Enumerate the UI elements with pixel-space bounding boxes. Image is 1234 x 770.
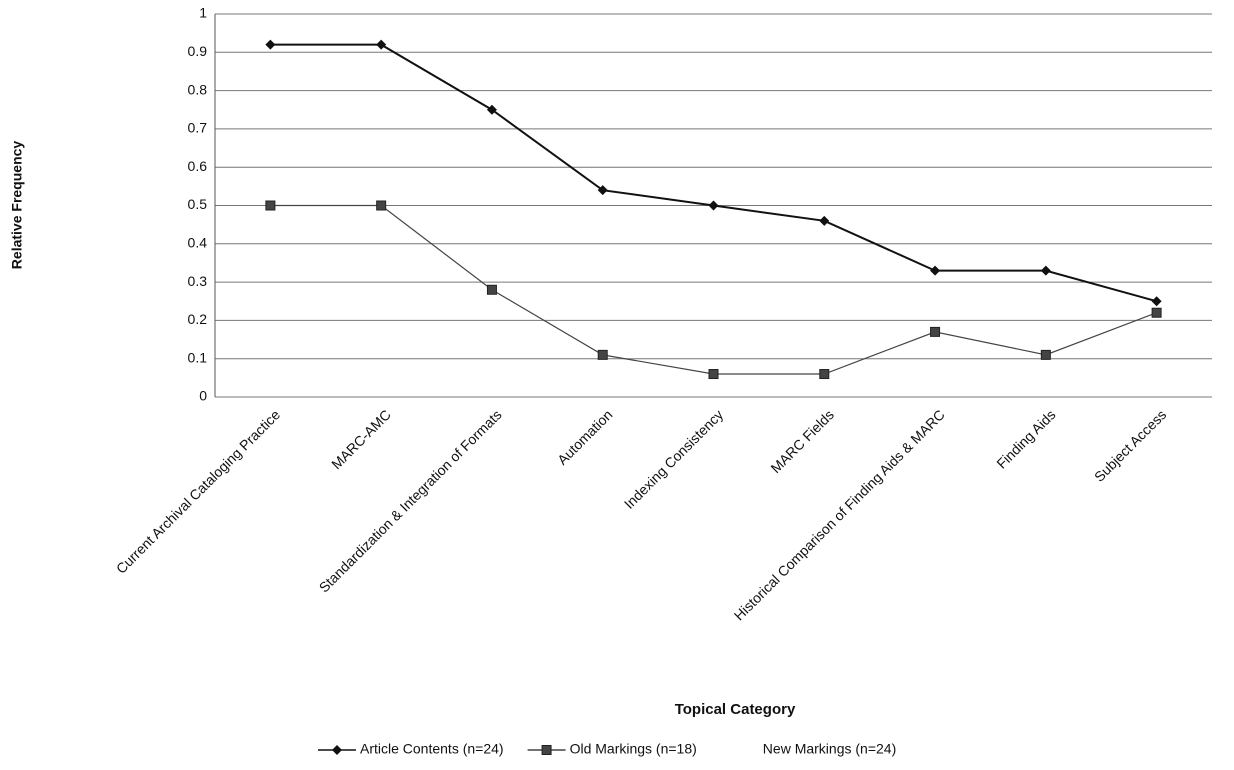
marker (332, 745, 342, 755)
x-axis-title: Topical Category (675, 701, 796, 718)
marker (819, 215, 830, 226)
legend-label: Old Markings (n=18) (570, 741, 697, 757)
marker (819, 369, 830, 380)
marker (1040, 349, 1051, 360)
legend-label: Article Contents (n=24) (360, 741, 504, 757)
marker (486, 284, 497, 295)
marker (376, 39, 387, 50)
series-line (270, 204, 1157, 375)
marker (376, 200, 387, 211)
y-tick-label: 0.6 (188, 158, 208, 174)
marker (708, 369, 719, 380)
y-tick-label: 0.5 (188, 196, 208, 212)
x-tick-label: Finding Aids (993, 406, 1058, 471)
y-tick-label: 0 (199, 388, 207, 404)
marker (1151, 307, 1162, 318)
marker (708, 200, 719, 211)
marker (597, 349, 608, 360)
x-tick-label: Subject Access (1091, 406, 1169, 484)
marker (1151, 296, 1162, 307)
y-tick-label: 1 (199, 5, 207, 21)
x-tick-label: Standardization & Integration of Formats (316, 406, 505, 595)
y-tick-label: 0.4 (188, 235, 208, 251)
y-tick-label: 0.9 (188, 43, 208, 59)
marker (486, 104, 497, 115)
y-tick-label: 0.7 (188, 120, 208, 136)
y-axis-title: Relative Frequency (9, 141, 25, 270)
x-tick-label: Historical Comparison of Finding Aids & … (731, 406, 948, 623)
x-tick-label: Current Archival Cataloging Practice (113, 406, 283, 576)
marker (541, 745, 552, 755)
marker (265, 39, 276, 50)
y-tick-label: 0.1 (188, 349, 208, 365)
marker (597, 185, 608, 196)
x-tick-label: Indexing Consistency (621, 406, 726, 511)
x-tick-label: Automation (554, 406, 615, 467)
x-tick-label: MARC-AMC (328, 406, 394, 472)
y-tick-label: 0.3 (188, 273, 208, 289)
x-tick-label: MARC Fields (767, 406, 837, 476)
legend-label: New Markings (n=24) (763, 741, 896, 757)
y-tick-label: 0.2 (188, 311, 208, 327)
y-tick-label: 0.8 (188, 81, 208, 97)
marker (930, 326, 941, 337)
series-line (270, 43, 1157, 303)
marker (930, 265, 941, 276)
marker (265, 200, 276, 211)
marker (1040, 265, 1051, 276)
